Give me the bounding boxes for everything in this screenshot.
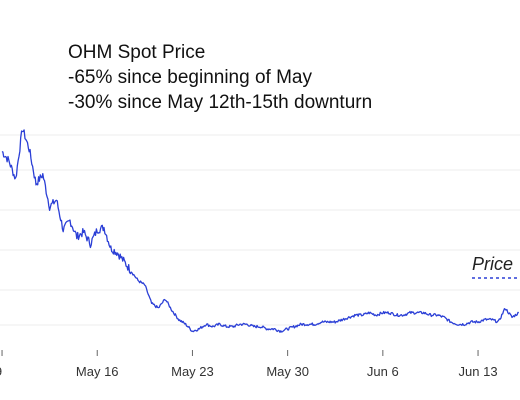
x-tick-label-5: Jun 13 (459, 364, 498, 379)
annotation-line-2: -65% since beginning of May (68, 67, 312, 88)
x-tick-label-0: 9 (0, 364, 2, 379)
series-layer (1, 129, 520, 333)
x-tick-label-4: Jun 6 (367, 364, 399, 379)
x-axis-ticks: 9 May 16 May 23 May 30 Jun 6 Jun 13 (0, 350, 498, 379)
series-line-price (1, 129, 520, 333)
legend: Price (472, 254, 520, 279)
grid-lines (0, 134, 520, 326)
annotation-block: OHM Spot Price -65% since beginning of M… (68, 42, 372, 113)
x-tick-label-2: May 23 (171, 364, 214, 379)
legend-label-price: Price (472, 254, 513, 274)
annotation-line-3: -30% since May 12th-15th downturn (68, 92, 372, 113)
x-tick-label-1: May 16 (76, 364, 119, 379)
annotation-line-1: OHM Spot Price (68, 42, 205, 63)
x-tick-label-3: May 30 (266, 364, 309, 379)
